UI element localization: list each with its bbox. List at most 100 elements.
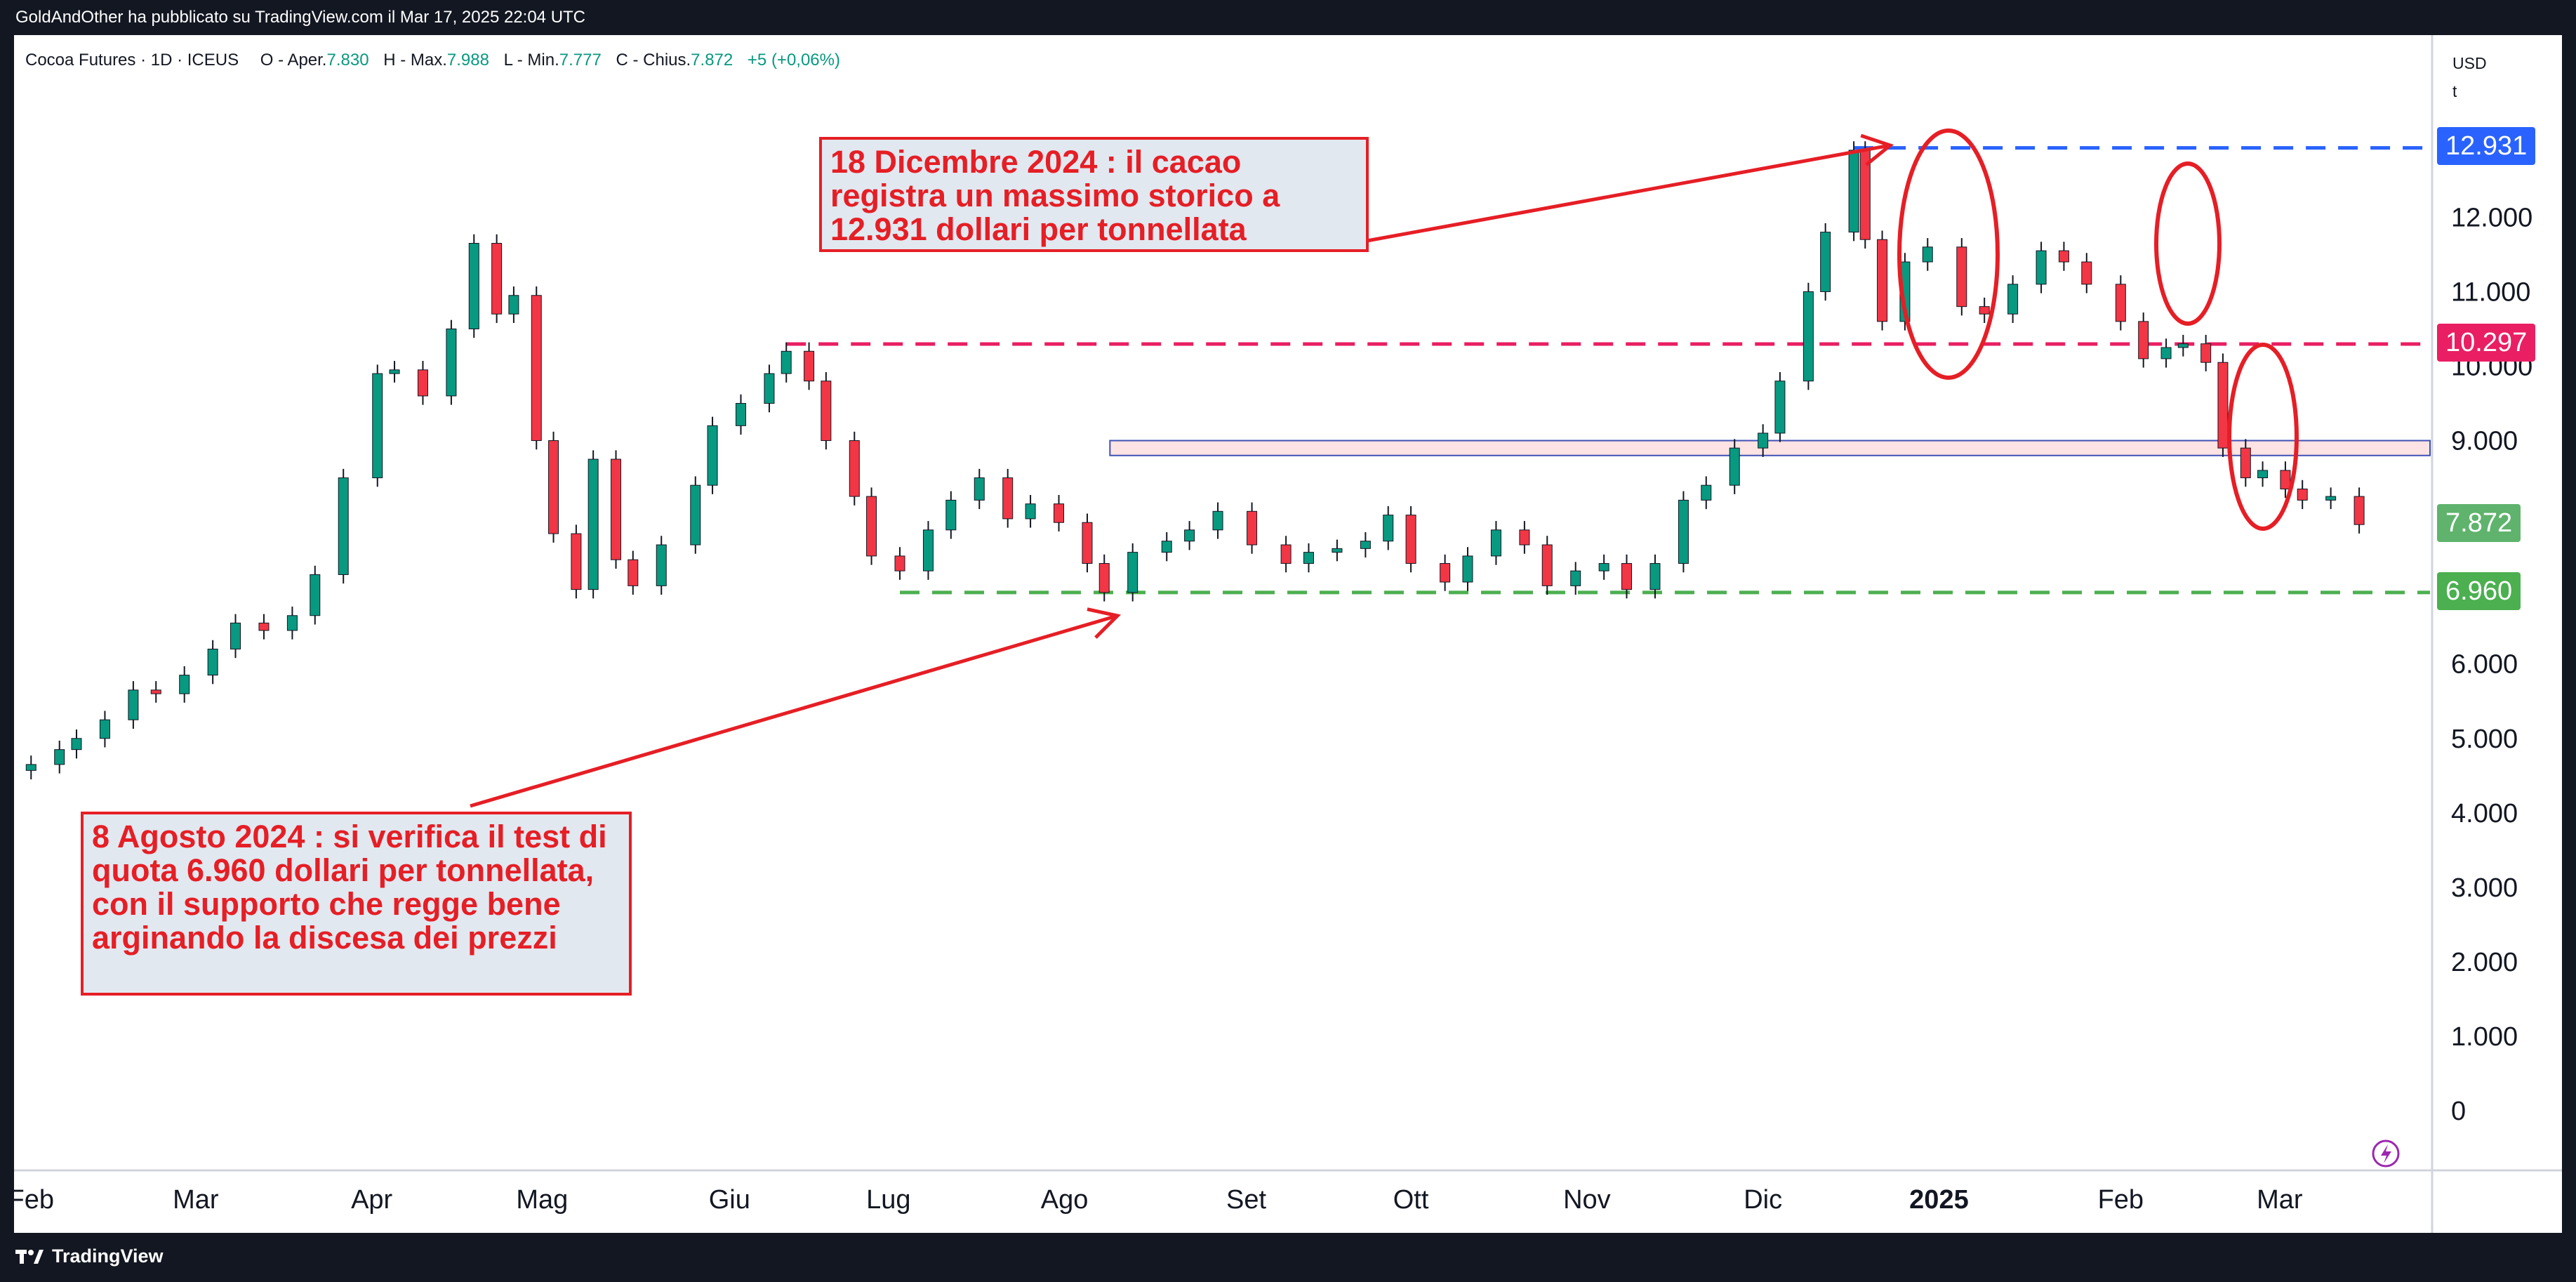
candle[interactable] [1490, 521, 1501, 565]
candle[interactable] [1098, 554, 1110, 602]
highlight-ellipse[interactable] [2227, 343, 2299, 531]
candle[interactable] [508, 286, 519, 323]
candle[interactable] [230, 614, 241, 659]
candle[interactable] [1570, 562, 1581, 595]
candle[interactable] [656, 536, 667, 595]
candle[interactable] [1774, 371, 1786, 442]
candle[interactable] [2200, 334, 2212, 371]
candle[interactable] [2036, 242, 2047, 293]
candle[interactable] [2297, 480, 2308, 510]
candle[interactable] [1127, 543, 1138, 602]
candle[interactable] [2160, 338, 2172, 368]
candle[interactable] [735, 394, 746, 435]
currency-unit[interactable]: USD t [2452, 49, 2487, 105]
candle[interactable] [1758, 424, 1769, 457]
peak-annotation[interactable]: 18 Dicembre 2024 : il cacao registra un … [819, 137, 1369, 252]
candle[interactable] [548, 431, 559, 543]
candle[interactable] [2257, 461, 2269, 487]
resistance-zone[interactable] [1109, 440, 2431, 456]
candle[interactable] [389, 361, 400, 383]
candle[interactable] [1462, 547, 1473, 591]
candle[interactable] [310, 565, 321, 625]
candle[interactable] [531, 286, 542, 450]
candle[interactable] [2138, 312, 2149, 368]
candle[interactable] [1922, 238, 1933, 271]
annotation-arrow[interactable] [1347, 133, 1894, 246]
candle[interactable] [804, 342, 815, 390]
candle[interactable] [128, 681, 139, 729]
candle[interactable] [1877, 230, 1888, 331]
candle[interactable] [628, 550, 639, 595]
candle[interactable] [2115, 275, 2126, 331]
candle[interactable] [821, 371, 832, 450]
candle[interactable] [25, 755, 36, 780]
candle[interactable] [491, 234, 503, 323]
candle[interactable] [1184, 521, 1195, 550]
annotation-arrow[interactable] [470, 607, 1122, 808]
candle[interactable] [372, 364, 383, 487]
candle[interactable] [781, 342, 792, 383]
candle[interactable] [1956, 238, 1967, 316]
candle[interactable] [1212, 502, 1223, 539]
candle[interactable] [1161, 531, 1172, 562]
candle[interactable] [150, 681, 161, 703]
candle[interactable] [764, 364, 775, 413]
price-chart[interactable]: 12.00011.00010.0009.0006.0005.0004.0003.… [0, 0, 2576, 1233]
candle[interactable] [2217, 353, 2229, 457]
candle[interactable] [1678, 491, 1689, 573]
candle[interactable] [1025, 494, 1036, 528]
symbol-name[interactable]: Cocoa Futures · 1D · ICEUS [25, 51, 239, 70]
candle[interactable] [99, 711, 110, 748]
candle[interactable] [1848, 141, 1859, 242]
candle[interactable] [707, 416, 718, 494]
candle[interactable] [922, 521, 934, 580]
candle[interactable] [258, 614, 270, 640]
candle[interactable] [1598, 554, 1609, 580]
candle[interactable] [338, 468, 349, 584]
candle[interactable] [894, 547, 905, 580]
candle[interactable] [611, 450, 622, 569]
candle[interactable] [974, 468, 985, 510]
candle[interactable] [1541, 536, 1553, 595]
candle[interactable] [1440, 554, 1451, 591]
candle[interactable] [2058, 242, 2069, 271]
candle[interactable] [1247, 502, 1258, 554]
candle[interactable] [54, 740, 65, 774]
candle[interactable] [1820, 223, 1831, 301]
highlight-ellipse[interactable] [1897, 128, 2000, 380]
candle[interactable] [1332, 539, 1343, 562]
candle[interactable] [1621, 554, 1633, 599]
candle[interactable] [417, 361, 428, 405]
candle[interactable] [1405, 505, 1416, 573]
candle[interactable] [1383, 505, 1394, 550]
candle[interactable] [1979, 297, 1990, 323]
support-annotation[interactable]: 8 Agosto 2024 : si verifica il test di q… [81, 812, 632, 996]
candle[interactable] [1360, 531, 1371, 558]
highlight-ellipse[interactable] [2154, 161, 2222, 326]
candle[interactable] [2177, 334, 2189, 357]
candle[interactable] [1649, 554, 1661, 599]
candle[interactable] [1303, 543, 1314, 573]
tradingview-logo[interactable]: TradingView [15, 1245, 164, 1267]
candle[interactable] [690, 476, 701, 554]
candle[interactable] [571, 524, 582, 599]
candle[interactable] [71, 729, 82, 759]
candle[interactable] [1002, 468, 1014, 528]
candle[interactable] [1859, 141, 1871, 249]
candle[interactable] [446, 319, 457, 405]
candle[interactable] [468, 234, 479, 338]
candle[interactable] [207, 640, 218, 685]
candle[interactable] [1729, 439, 1740, 494]
candle[interactable] [1082, 513, 1093, 573]
candle[interactable] [1701, 476, 1712, 510]
candle[interactable] [866, 487, 877, 565]
candle[interactable] [286, 607, 298, 640]
candle[interactable] [1802, 282, 1814, 390]
candle[interactable] [1280, 536, 1292, 573]
candle[interactable] [1054, 494, 1065, 531]
candle[interactable] [945, 491, 957, 539]
candle[interactable] [2280, 461, 2291, 498]
candle[interactable] [2007, 275, 2019, 323]
candle[interactable] [2081, 253, 2092, 293]
candle[interactable] [2240, 439, 2251, 487]
